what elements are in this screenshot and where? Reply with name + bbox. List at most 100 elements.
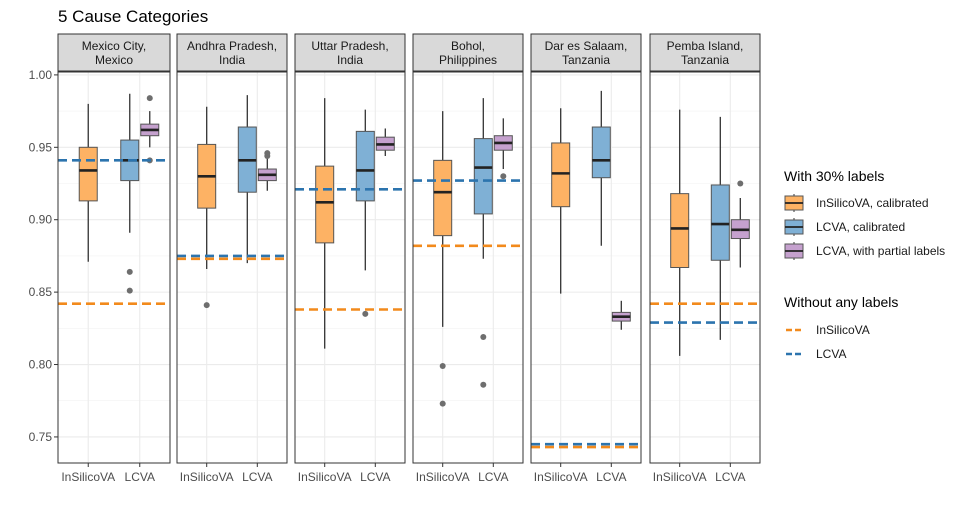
legend-title: Without any labels [784,294,898,310]
facet-panel: Andhra Pradesh,India InSilicoVA LCVA [176,33,288,484]
panel-background [58,72,170,463]
facet-panel: Dar es Salaam,Tanzania InSilicoVA LCVA [530,33,642,484]
outlier-point [500,173,507,180]
x-tick-label: LCVA [715,470,745,484]
facet-label: Uttar Pradesh, [311,39,388,53]
facet-label: Dar es Salaam, [545,39,628,53]
box-iqr [670,193,690,268]
outlier-point [264,152,271,159]
box-iqr [78,146,98,202]
facet-label: Tanzania [562,53,610,67]
chart-title: 5 Cause Categories [58,7,208,26]
facet-label: India [219,53,245,67]
legend-label: LCVA, with partial labels [816,244,945,258]
facet-label: Pemba Island, [667,39,744,53]
box-partial [257,150,277,191]
x-tick-label: InSilicoVA [534,470,588,484]
box-partial [611,300,631,330]
box-insilico [433,111,453,407]
box-iqr [433,159,453,237]
x-tick-label: LCVA [478,470,508,484]
y-tick-label: 1.00 [29,68,53,82]
panel-border [530,71,642,464]
legend-label: InSilicoVA [816,323,870,337]
x-tick-label: InSilicoVA [653,470,707,484]
legend-label: LCVA [816,347,846,361]
box-iqr [355,130,375,202]
box-iqr [551,142,571,208]
x-tick-label: LCVA [125,470,155,484]
x-tick-label: InSilicoVA [298,470,352,484]
facet-label: Andhra Pradesh, [187,39,277,53]
box-lcva [355,109,375,317]
box-insilico [551,108,571,294]
x-tick-label: InSilicoVA [416,470,470,484]
legend-label: InSilicoVA, calibrated [816,196,929,210]
outlier-point [737,180,744,187]
y-tick-label: 0.85 [29,285,53,299]
facet-panel: Uttar Pradesh,India InSilicoVA LCVA [294,33,406,484]
y-tick-label: 0.80 [29,358,53,372]
facet-panel: Bohol,Philippines InSilicoVA LCVA [412,33,524,484]
outlier-point [362,310,369,317]
box-lcva [473,98,493,388]
box-iqr [473,138,493,215]
panel-background [413,72,523,463]
facet-label: Bohol, [451,39,485,53]
panel-background [650,72,760,463]
panel-border [649,71,761,464]
outlier-point [126,287,133,294]
box-partial [730,180,750,268]
outlier-point [146,95,153,102]
legend-key-partial [784,242,804,260]
facet-panel: Mexico City,Mexico InSilicoVA LCVA [57,33,171,484]
outlier-point [439,362,446,369]
panel-background [531,72,641,463]
box-iqr [591,126,611,179]
facet-label: Mexico City, [82,39,146,53]
facet-strip [649,33,761,72]
x-tick-label: LCVA [596,470,626,484]
outlier-point [126,268,133,275]
box-partial [493,118,513,180]
legend-label: LCVA, calibrated [816,220,905,234]
panel-background [295,72,405,463]
facet-strip [294,33,406,72]
outlier-point [480,334,487,341]
box-insilico [315,98,335,349]
box-iqr [315,165,335,244]
y-tick-label: 0.95 [29,140,53,154]
box-insilico [197,106,217,309]
box-iqr [710,184,730,261]
facet-label: Tanzania [681,53,729,67]
box-lcva [591,90,611,246]
facet-strip [530,33,642,72]
facet-panel: Pemba Island,Tanzania InSilicoVA LCVA [649,33,761,484]
x-tick-label: InSilicoVA [180,470,234,484]
x-tick-label: InSilicoVA [61,470,115,484]
outlier-point [439,400,446,407]
legend-key-lcva [784,218,804,236]
facet-label: Philippines [439,53,497,67]
panel-border [176,71,288,464]
box-insilico [670,109,690,356]
y-tick-label: 0.75 [29,430,53,444]
legend-title: With 30% labels [784,168,884,184]
panel-border [412,71,524,464]
panel-background [177,72,287,463]
facet-strip [57,33,171,72]
box-lcva [237,95,257,264]
legend-key-insilico [784,194,804,212]
x-tick-label: LCVA [360,470,390,484]
x-tick-label: LCVA [242,470,272,484]
facet-strip [412,33,524,72]
panel-border [294,71,406,464]
outlier-point [203,302,210,309]
y-tick-label: 0.90 [29,213,53,227]
box-partial [375,128,395,156]
facet-label: Mexico [95,53,133,67]
facet-strip [176,33,288,72]
legend: With 30% labels InSilicoVA, calibrated LCV… [784,168,945,361]
